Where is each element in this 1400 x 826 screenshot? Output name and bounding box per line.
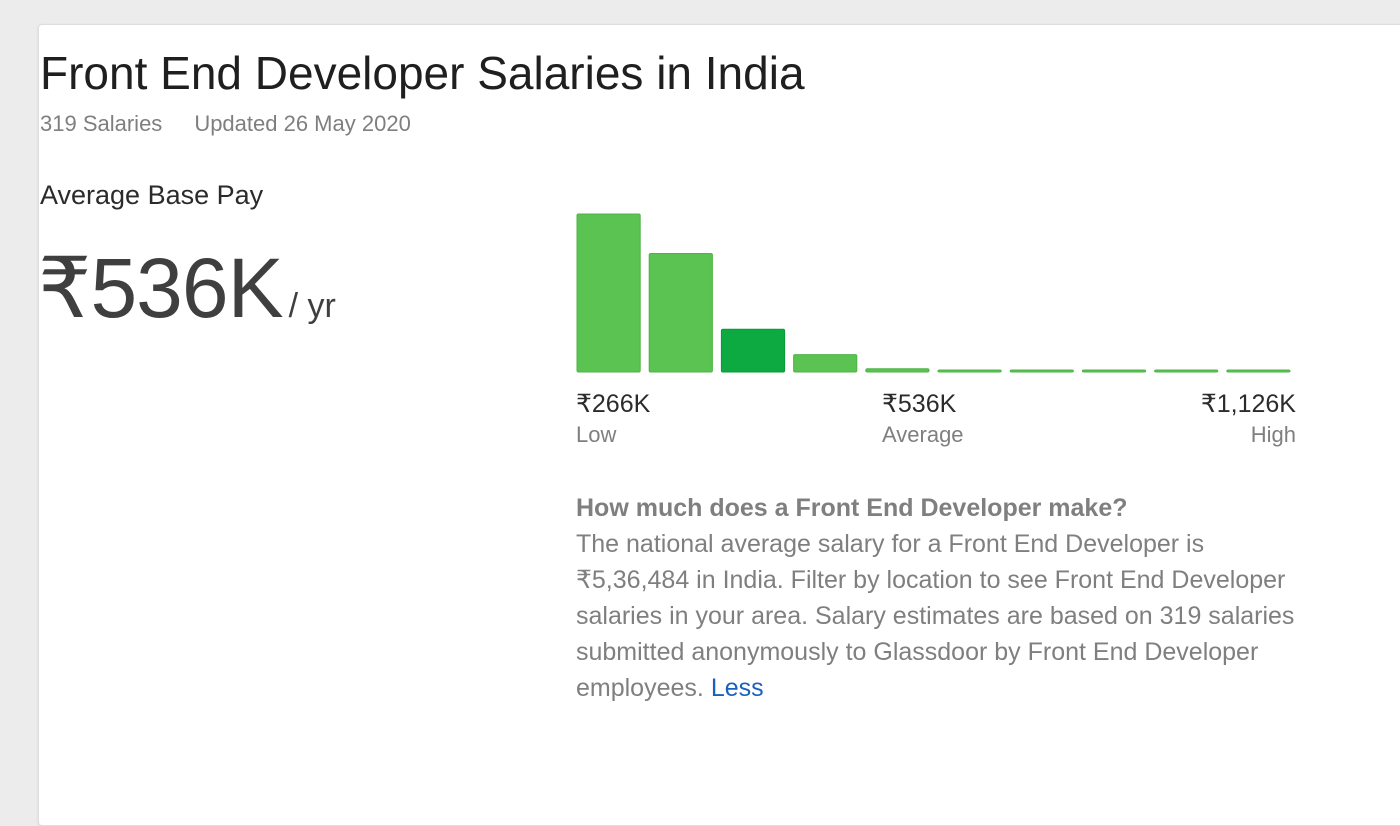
salary-description: How much does a Front End Developer make…: [576, 490, 1316, 706]
histogram-bar-3: [720, 328, 786, 373]
histogram-bar-2: [648, 253, 713, 373]
average-pay-amount: ₹536K: [38, 241, 284, 335]
salary-meta: 319 Salaries Updated 26 May 2020: [40, 111, 411, 137]
histogram-bar-9: [1154, 369, 1219, 373]
histogram-bar-5: [865, 368, 930, 373]
salary-distribution-svg: [576, 213, 1291, 373]
high-caption: High: [1250, 422, 1296, 447]
average-pay-unit: / yr: [288, 287, 336, 325]
average-label: ₹536K Average: [882, 388, 964, 450]
histogram-bar-7: [1009, 369, 1074, 373]
average-value: ₹536K: [882, 390, 957, 418]
high-value: ₹1,126K: [1200, 390, 1296, 418]
histogram-bar-4: [793, 354, 858, 373]
salary-distribution-chart: [576, 205, 1298, 375]
histogram-bar-8: [1081, 369, 1147, 373]
page-title: Front End Developer Salaries in India: [40, 47, 805, 99]
low-caption: Low: [576, 422, 617, 447]
updated-date: Updated 26 May 2020: [194, 111, 411, 136]
high-label: ₹1,126K High: [1201, 388, 1296, 450]
histogram-bar-6: [937, 369, 1002, 373]
salary-range-labels: ₹266K Low ₹536K Average ₹1,126K High: [576, 388, 1296, 452]
average-base-pay-value: ₹536K / yr: [38, 238, 336, 338]
histogram-bar-1: [576, 213, 641, 373]
salary-description-text: The national average salary for a Front …: [576, 530, 1295, 702]
salary-card: [38, 24, 1400, 826]
less-link[interactable]: Less: [710, 674, 764, 702]
average-base-pay-label: Average Base Pay: [40, 180, 264, 210]
salaries-count: 319 Salaries: [40, 111, 163, 136]
histogram-bar-10: [1226, 369, 1291, 373]
average-caption: Average: [882, 422, 964, 447]
low-value: ₹266K: [576, 390, 651, 418]
low-label: ₹266K Low: [576, 388, 650, 450]
salary-question: How much does a Front End Developer make…: [576, 494, 1128, 522]
